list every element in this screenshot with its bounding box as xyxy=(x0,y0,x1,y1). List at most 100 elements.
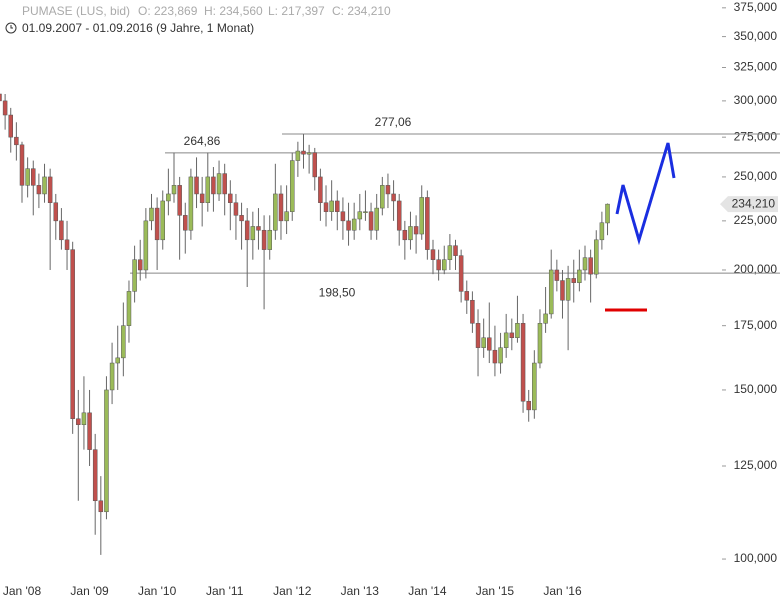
x-tick-label: Jan '13 xyxy=(341,584,380,598)
candle-body xyxy=(492,349,498,364)
candle-body xyxy=(76,418,81,425)
candle-body xyxy=(289,160,295,212)
candle-body xyxy=(475,323,481,348)
x-tick-label: Jan '15 xyxy=(476,584,515,598)
candle-body xyxy=(396,200,402,231)
candle-body xyxy=(205,176,211,203)
candle-body xyxy=(503,332,509,348)
ohlc-low: L: 217,397 xyxy=(268,4,325,18)
candle-body xyxy=(565,278,571,301)
candle-body xyxy=(42,176,47,195)
candle-body xyxy=(329,200,334,212)
candle-body xyxy=(59,220,64,241)
header: PUMASE (LUS, bid) O: 223,869 H: 234,560 … xyxy=(5,4,391,35)
x-tick-label: Jan '10 xyxy=(138,584,177,598)
candle-body xyxy=(357,211,363,220)
x-tick-label: Jan '08 xyxy=(3,584,42,598)
candle-body xyxy=(166,193,171,202)
candle-body xyxy=(64,239,70,250)
candle-body xyxy=(126,291,132,326)
candle-body xyxy=(154,207,160,241)
candle-body xyxy=(430,249,436,260)
candle-body xyxy=(453,245,458,256)
candle-body xyxy=(2,100,8,116)
candle-body xyxy=(194,176,199,195)
candle-body xyxy=(250,226,256,241)
candle-body xyxy=(374,207,379,231)
candle-body xyxy=(284,211,289,222)
candle-body xyxy=(233,202,239,216)
candle-body xyxy=(14,136,19,146)
candle-body xyxy=(183,215,188,231)
candle-body xyxy=(599,222,605,241)
candle-body xyxy=(160,200,165,241)
candle-body xyxy=(487,337,492,351)
candle-body xyxy=(104,389,109,513)
level-label: 198,50 xyxy=(319,285,356,299)
candle-body xyxy=(554,269,560,281)
candle-body xyxy=(413,226,419,235)
candle-body xyxy=(408,226,413,241)
candle-body xyxy=(515,323,520,339)
candle-body xyxy=(447,245,453,260)
y-tick-label: 250,000 xyxy=(734,169,778,183)
candle-body xyxy=(244,220,250,241)
candle-body xyxy=(594,239,599,275)
candle-body xyxy=(115,357,120,364)
y-tick-label: 175,000 xyxy=(734,318,778,332)
candle-body xyxy=(70,249,75,419)
candle-body xyxy=(19,144,25,186)
candle-body xyxy=(577,269,582,283)
candle-body xyxy=(47,176,53,203)
candle-body xyxy=(301,150,306,155)
candle-body xyxy=(143,220,149,271)
candle-body xyxy=(402,229,408,241)
candle-body xyxy=(323,202,329,212)
candle-body xyxy=(228,193,233,203)
candle-body xyxy=(8,114,13,138)
candle-body xyxy=(278,193,284,222)
candle-body xyxy=(509,332,515,339)
clock-icon xyxy=(5,22,17,34)
candle-body xyxy=(548,269,554,315)
candle-body xyxy=(211,176,216,195)
candle-body xyxy=(109,362,115,391)
candle-body xyxy=(458,255,464,292)
clock-hands xyxy=(10,25,13,29)
candle-body xyxy=(239,215,244,222)
candle-body xyxy=(31,168,36,186)
candle-body xyxy=(98,500,104,513)
y-tick-label: 200,000 xyxy=(734,262,778,276)
candle-body xyxy=(605,203,610,224)
candle-body xyxy=(36,185,42,195)
y-tick-label: 225,000 xyxy=(734,213,778,227)
candle-body xyxy=(582,257,588,271)
candle-body xyxy=(81,412,87,425)
candle-body xyxy=(520,323,526,402)
y-tick-label: 100,000 xyxy=(734,551,778,565)
candle-body xyxy=(588,257,593,275)
candle-body xyxy=(87,412,92,450)
candle-body xyxy=(385,185,391,195)
candle-body xyxy=(526,400,531,411)
candle-body xyxy=(306,152,312,155)
last-price-label: 234,210 xyxy=(732,196,776,210)
candle-body xyxy=(537,323,543,364)
level-label: 264,86 xyxy=(184,134,221,148)
candle-body xyxy=(436,259,441,271)
candle-body xyxy=(177,185,182,216)
candle-body xyxy=(318,176,323,203)
candle-body xyxy=(340,211,346,222)
candle-body xyxy=(312,152,318,178)
candle-body xyxy=(346,220,351,231)
candle-body xyxy=(132,259,137,292)
candle-body xyxy=(295,150,301,161)
y-tick-label: 325,000 xyxy=(734,60,778,74)
ohlc-close: C: 234,210 xyxy=(332,4,391,18)
x-tick-label: Jan '12 xyxy=(273,584,312,598)
candle-body xyxy=(543,313,548,324)
candle-body xyxy=(149,207,154,222)
candle-body xyxy=(53,202,59,222)
